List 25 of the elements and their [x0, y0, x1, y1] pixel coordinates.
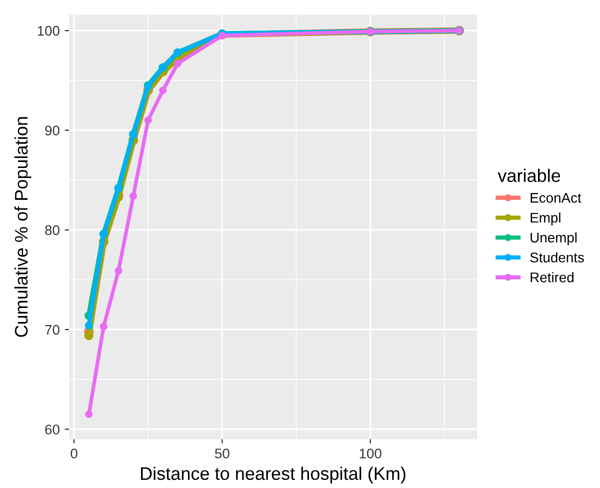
legend-label: Empl	[530, 212, 560, 226]
point	[84, 330, 94, 340]
point	[114, 267, 122, 275]
point	[130, 192, 138, 200]
point	[85, 410, 93, 418]
point	[174, 60, 182, 68]
legend-label: Students	[530, 252, 584, 262]
x-axis-title: Distance to nearest hospital (Km)	[141, 466, 406, 484]
y-axis-title: Cumulative % of Population	[14, 117, 32, 337]
point	[159, 86, 167, 94]
y-tick-label: 70	[45, 324, 60, 335]
y-tick-label: 80	[45, 225, 60, 236]
point	[100, 322, 108, 330]
point	[84, 322, 93, 330]
legend-label: Unempl	[530, 232, 577, 246]
x-tick-label: 50	[215, 448, 230, 458]
x-tick-label: 100	[360, 448, 382, 458]
legend-label: EconAct	[530, 193, 582, 203]
point	[144, 116, 152, 124]
y-tick-label: 100	[38, 26, 60, 36]
legend-label: Retired	[530, 272, 574, 282]
x-tick-label: 0	[70, 448, 78, 458]
legend-title: variable	[498, 168, 560, 182]
y-tick-label: 60	[45, 424, 60, 434]
y-tick-label: 90	[45, 126, 60, 136]
